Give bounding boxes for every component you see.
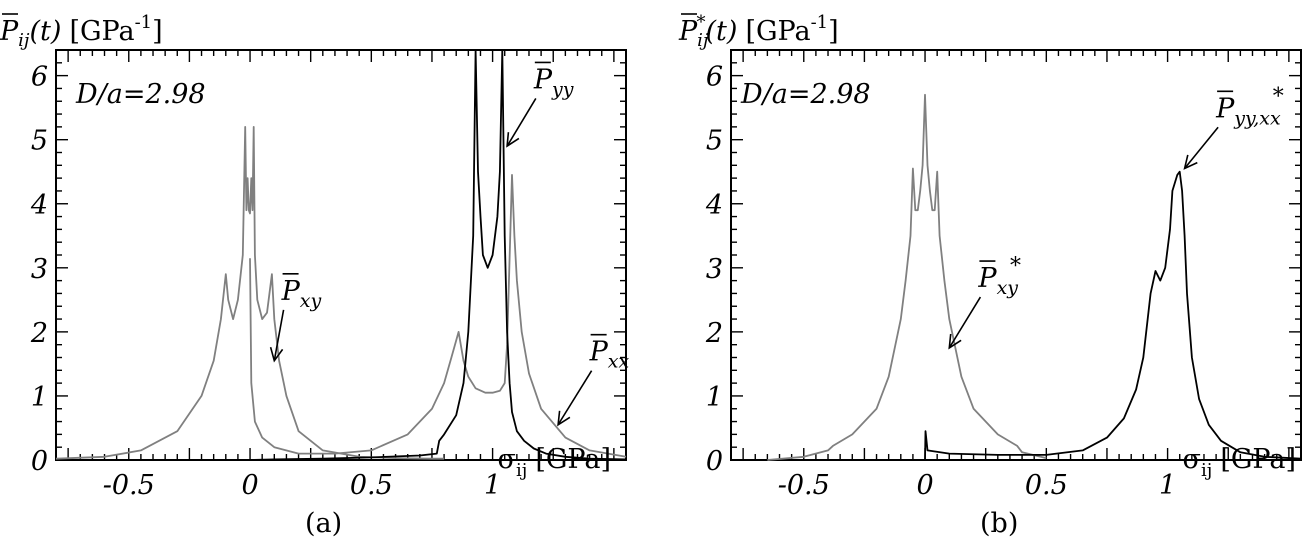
panel-a-plot-frame bbox=[55, 49, 627, 461]
panel-b-ytick-label: 6 bbox=[706, 62, 723, 93]
panel-b-xtick-label: -0.5 bbox=[778, 470, 830, 501]
panel-b-ticks: -0.5 0 0.5 1 0 1 2 3 4 5 6 bbox=[705, 49, 1302, 501]
panel-a-label-p-xx: Pxx bbox=[589, 337, 630, 373]
panel-a-ytick-label: 3 bbox=[31, 254, 48, 285]
panel-b-label-p-xy-: Pxy* bbox=[977, 254, 1021, 299]
panel-a-xtick-label: -0.5 bbox=[103, 470, 155, 501]
panel-b-ylabel: Pij*(t) [GPa-1] bbox=[678, 12, 839, 51]
panel-b-arrow-head bbox=[948, 333, 962, 350]
panel-b-ytick-label: 3 bbox=[706, 254, 723, 285]
panel-a-ticks: -0.5 0 0.5 1 0 1 2 3 4 5 6 bbox=[30, 49, 627, 501]
panel-a-arrow-head bbox=[557, 410, 571, 427]
panel-a-label-p-yy: Pyy bbox=[533, 64, 574, 100]
panel-b-caption: (b) bbox=[980, 508, 1018, 539]
panel-a-caption: (a) bbox=[305, 508, 342, 539]
panel-b-xtick-label: 0.5 bbox=[1025, 470, 1068, 501]
panel-b-xlabel: σij [GPa] bbox=[1183, 444, 1296, 481]
panel-b-ytick-label: 4 bbox=[705, 190, 723, 221]
panel-a-arrow-head bbox=[269, 346, 284, 363]
panel-a-series-p-xx bbox=[249, 174, 627, 458]
panel-a-ytick-label: 1 bbox=[31, 382, 48, 413]
panel-a-xlabel: σij [GPa] bbox=[498, 444, 611, 481]
panel-a-series-p-yy bbox=[249, 49, 627, 461]
panel-b-series-labels: Pxy* Pyy,xx* bbox=[948, 84, 1284, 350]
panel-a-ratio-annotation: D/a=2.98 bbox=[75, 79, 206, 110]
panel-b-ytick-label: 1 bbox=[706, 382, 723, 413]
panel-a-label-p-xy: Pxy bbox=[281, 276, 322, 312]
panel-b-arrow-line bbox=[1183, 126, 1219, 170]
panel-b-arrow-line bbox=[948, 296, 982, 349]
panel-b-ytick-label: 2 bbox=[705, 318, 723, 349]
panel-b-ytick-label: 0 bbox=[706, 446, 723, 477]
panel-a-ytick-label: 2 bbox=[30, 318, 48, 349]
panel-b-series-p-yy-xx- bbox=[924, 170, 1302, 461]
panel-a-series-labels: Pxy Pyy Pxx bbox=[269, 61, 630, 427]
panel-a-arrow-line bbox=[273, 309, 285, 361]
panel-b-xtick-label: 0 bbox=[916, 470, 933, 501]
panel-a-ytick-label: 0 bbox=[31, 446, 48, 477]
panel-b-arrow-head bbox=[1183, 154, 1198, 170]
panel-b-series bbox=[767, 93, 1302, 461]
panel-a-arrow-head bbox=[506, 132, 520, 148]
panel-a-arrow-line bbox=[557, 370, 593, 426]
panel-b-ytick-label: 5 bbox=[706, 126, 723, 157]
panel-a-xtick-label: 0.5 bbox=[350, 470, 393, 501]
panel-b: Pij*(t) [GPa-1] -0.5 0 0.5 1 0 1 2 3 4 5 6 D/a=2.98… bbox=[678, 12, 1302, 539]
panel-a-arrow-line bbox=[506, 98, 537, 147]
panel-a-ylabel: Pij(t) [GPa-1] bbox=[0, 12, 163, 51]
panel-b-xtick-label: 1 bbox=[1159, 470, 1176, 501]
panel-a-series-p-xy bbox=[55, 126, 445, 460]
panel-b-label-p-yy-xx-: Pyy,xx* bbox=[1215, 84, 1284, 129]
panel-b-ratio-annotation: D/a=2.98 bbox=[740, 79, 871, 110]
panel-a-series bbox=[55, 49, 627, 461]
panel-a-xtick-label: 1 bbox=[484, 470, 501, 501]
panel-b-series-p-xy- bbox=[767, 93, 1047, 461]
panel-a-xtick-label: 0 bbox=[241, 470, 258, 501]
panel-a-ytick-label: 5 bbox=[31, 126, 48, 157]
panel-a-ytick-label: 6 bbox=[31, 62, 48, 93]
panel-a-ytick-label: 4 bbox=[30, 190, 48, 221]
